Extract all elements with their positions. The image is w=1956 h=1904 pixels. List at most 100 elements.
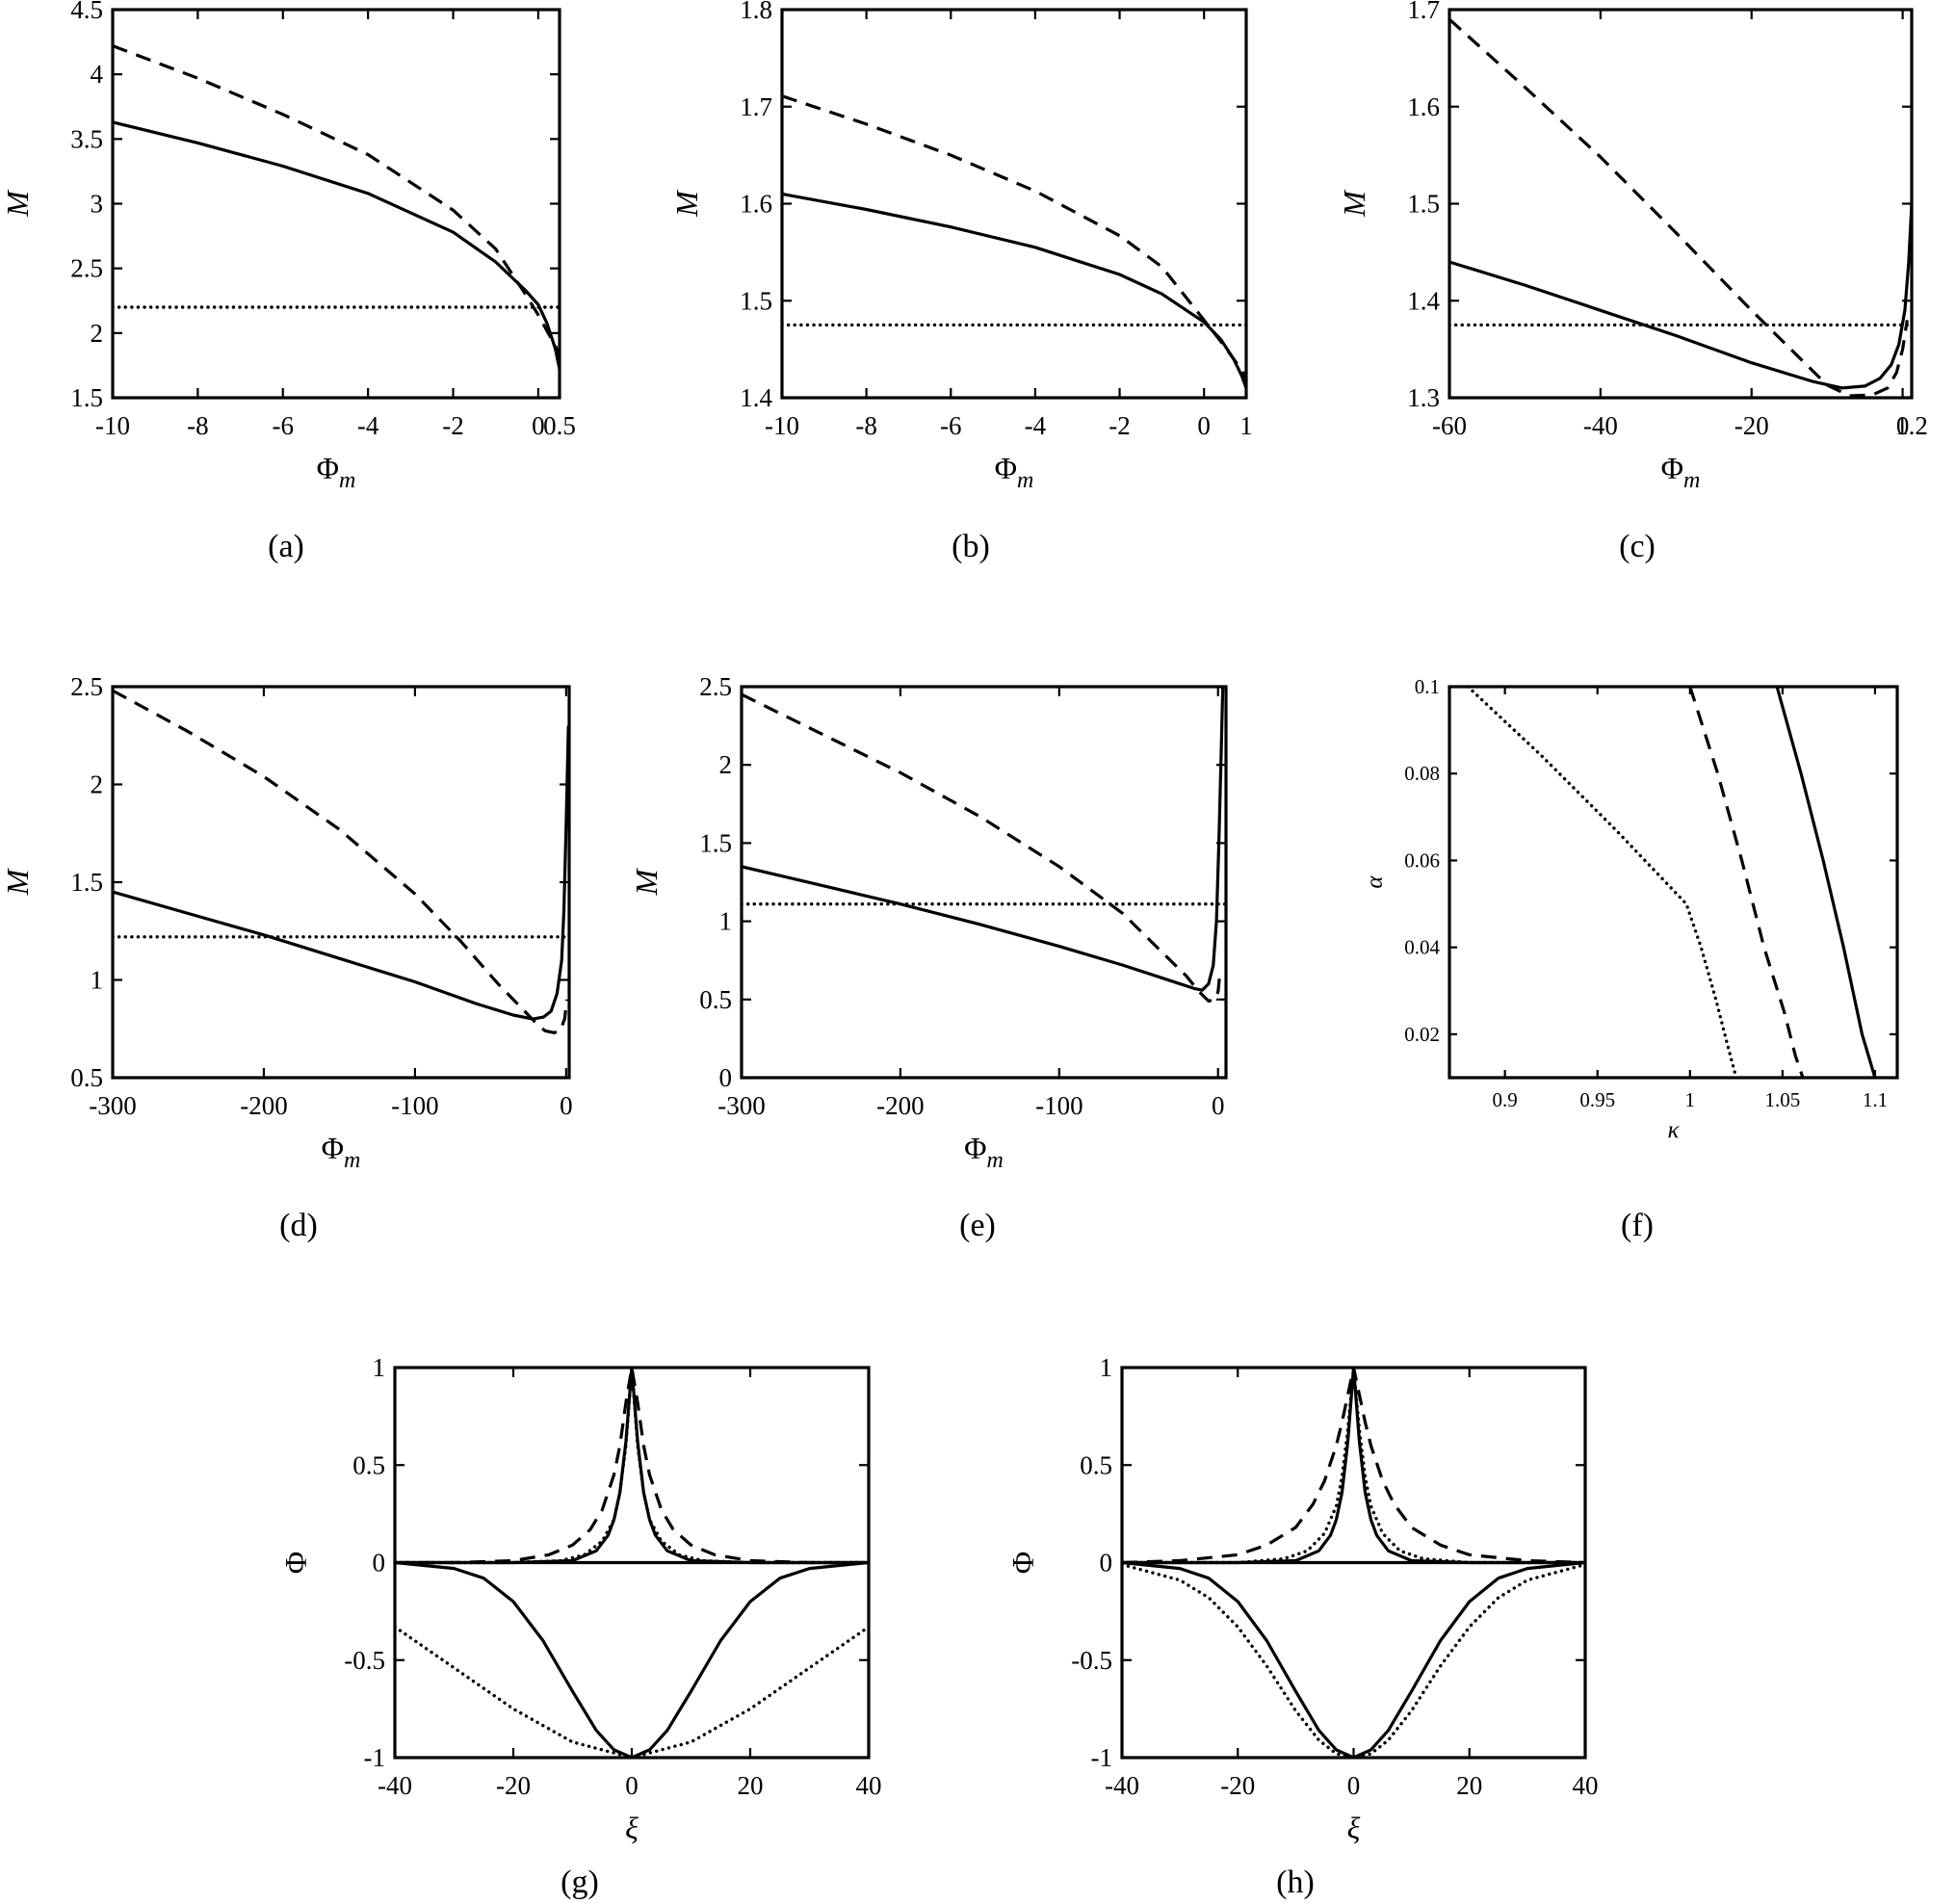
x-tick-label: 1.1 [1863, 1088, 1888, 1111]
y-tick-label: 1 [91, 966, 104, 995]
series-group [1449, 17, 1912, 398]
x-tick-label: 0.5 [543, 411, 576, 440]
series-group [113, 44, 560, 370]
y-tick-label: 1.5 [70, 383, 103, 412]
series-line-solid-3 [1122, 1560, 1585, 1758]
y-tick-label: 2.5 [70, 672, 103, 701]
x-tick-label: -20 [1734, 411, 1769, 440]
x-tick-label: 0 [1896, 411, 1910, 440]
x-tick-label: 0 [532, 411, 545, 440]
series-line-dashed-1 [113, 689, 569, 1034]
y-tick-label: 1.5 [740, 286, 772, 315]
x-tick-label: -100 [1035, 1091, 1083, 1120]
y-tick-label: -0.5 [344, 1646, 385, 1675]
x-tick-label: -2 [1108, 411, 1131, 440]
x-axis-title: Φm [322, 1131, 361, 1173]
x-tick-label: -6 [940, 411, 962, 440]
y-tick-label: 3.5 [70, 124, 103, 153]
y-tick-label: 1.8 [740, 0, 772, 24]
series-line-solid-0 [113, 120, 560, 370]
series-line-solid-3 [395, 1560, 869, 1758]
x-tick-label: 0 [625, 1771, 639, 1800]
y-tick-label: 2 [91, 319, 104, 348]
x-tick-label: -4 [357, 411, 379, 440]
y-tick-label: 1.4 [740, 383, 772, 412]
x-tick-label: 20 [1456, 1771, 1482, 1800]
series-line-dashed-1 [782, 94, 1246, 379]
y-tick-label: 2 [91, 770, 104, 799]
x-axis-title: Φm [995, 451, 1034, 493]
series-line-solid-0 [742, 687, 1225, 992]
series-line-solid-0 [113, 725, 569, 1021]
panel-label: (b) [952, 529, 990, 564]
series-line-dotted-2 [1122, 1368, 1585, 1565]
x-tick-label: -20 [1220, 1771, 1255, 1800]
panel-label: (h) [1276, 1865, 1315, 1900]
x-tick-label: 0 [560, 1091, 573, 1120]
y-tick-label: 2 [719, 750, 733, 779]
x-tick-label: 0.9 [1493, 1088, 1518, 1111]
series-line-dashed-1 [1449, 17, 1909, 398]
y-tick-label: 0.5 [70, 1063, 103, 1092]
series-line-dashed-1 [395, 1368, 869, 1565]
y-tick-label: 1.6 [740, 190, 772, 219]
panel-label: (g) [561, 1865, 599, 1900]
axes-frame [1447, 8, 1914, 400]
y-tick-label: 1 [1100, 1353, 1113, 1382]
y-tick-label: -0.5 [1071, 1646, 1112, 1675]
x-tick-label: 0 [1197, 411, 1211, 440]
x-tick-label: 40 [1573, 1771, 1599, 1800]
y-tick-label: 0 [719, 1063, 733, 1092]
y-tick-label: 4 [91, 60, 104, 89]
x-tick-label: -40 [1583, 411, 1618, 440]
y-tick-label: 0.08 [1404, 762, 1440, 785]
y-tick-label: 0.5 [1080, 1450, 1112, 1479]
panel-a: -10 -8 -6 -4 -2 00.5 1.5 2 2.5 3 3.5 4 4.5 Φm M (a) [0, 0, 576, 564]
y-tick-label: 1.7 [740, 92, 772, 121]
x-axis-title: κ [1668, 1117, 1681, 1143]
series-line-dashed-1 [1122, 1368, 1585, 1565]
y-tick-label: 1.5 [70, 868, 103, 897]
y-tick-label: 0.5 [352, 1450, 385, 1479]
series-group [742, 687, 1226, 1003]
x-tick-label: -2 [442, 411, 464, 440]
axes-frame [393, 1366, 871, 1760]
axes-frame [1447, 685, 1899, 1080]
series-group [1122, 1368, 1585, 1758]
panel-label: (f) [1621, 1208, 1654, 1243]
x-tick-label: 40 [856, 1771, 882, 1800]
axes-frame [111, 8, 561, 400]
x-axis-title: ξ [625, 1811, 639, 1845]
y-tick-label: 1.6 [1407, 92, 1440, 121]
y-tick-label: 1.5 [699, 828, 732, 857]
series-line-dotted-4 [395, 1625, 869, 1758]
y-tick-label: 1 [719, 907, 733, 936]
y-tick-label: -1 [1091, 1743, 1113, 1772]
series-line-dashed-1 [742, 692, 1221, 1003]
series-line-dotted-2 [395, 1368, 869, 1565]
y-axis-title: M [669, 189, 704, 218]
x-axis-title: Φm [964, 1131, 1004, 1173]
y-tick-label: 0.06 [1404, 848, 1440, 872]
x-tick-label: -6 [273, 411, 295, 440]
panel-e: -300 -200 -100 0 0 0.5 1 1.5 2 2.5 Φm M (e) [629, 672, 1228, 1243]
panel-c: -60 -40 -20 01.2 1.3 1.4 1.5 1.6 1.7 Φm M (c) [1337, 0, 1928, 564]
y-tick-label: 4.5 [70, 0, 103, 24]
series-group [395, 1368, 869, 1758]
y-axis-title: α [1362, 875, 1388, 889]
axes-frame [111, 685, 571, 1080]
x-tick-label: -10 [765, 411, 799, 440]
y-tick-label: -1 [364, 1743, 386, 1772]
y-tick-label: 1.7 [1407, 0, 1440, 24]
x-tick-label: 20 [738, 1771, 764, 1800]
x-tick-label: -8 [855, 411, 877, 440]
y-tick-label: 3 [91, 190, 104, 219]
x-tick-label: -60 [1432, 411, 1467, 440]
y-tick-label: 1.3 [1407, 383, 1440, 412]
y-axis-title: Φ [278, 1552, 313, 1574]
y-tick-label: 1.4 [1407, 286, 1440, 315]
y-tick-label: 0.04 [1404, 936, 1440, 959]
x-tick-label: -40 [1105, 1771, 1139, 1800]
x-tick-label: -300 [717, 1091, 766, 1120]
